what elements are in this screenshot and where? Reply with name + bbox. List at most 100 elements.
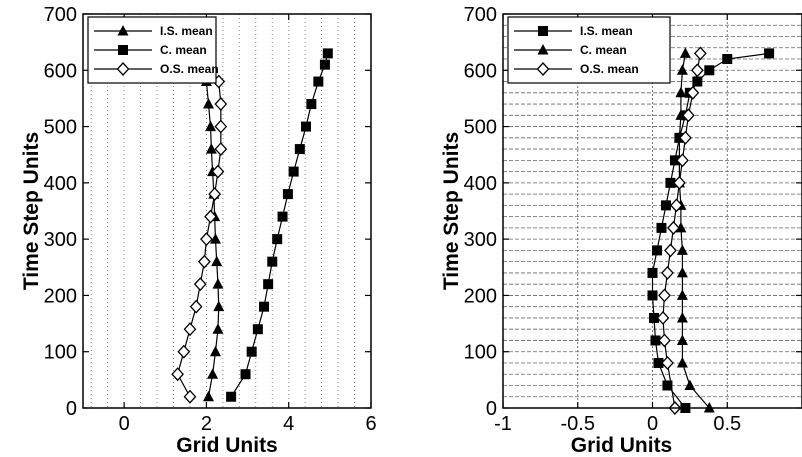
- data-point: [686, 85, 700, 100]
- data-point: [288, 166, 299, 177]
- series-o-s-mean: [171, 74, 228, 404]
- data-point: [209, 345, 221, 357]
- data-point: [676, 153, 689, 168]
- legend-marker: [118, 45, 128, 55]
- data-point: [226, 391, 237, 402]
- series-i-s-mean: [647, 48, 775, 413]
- chart-2: 0 100 200 300 400 500 600 700 -1 -0.5 0 0.5 Grid Uni…: [440, 4, 802, 457]
- data-point: [676, 356, 688, 368]
- data-point: [202, 390, 214, 402]
- data-point: [246, 346, 257, 357]
- data-point: [202, 98, 214, 109]
- data-point: [211, 164, 225, 179]
- y-tick-label: 600: [464, 60, 497, 82]
- data-point: [675, 221, 687, 233]
- x-tick-label: 0: [119, 413, 130, 435]
- data-point: [277, 211, 288, 222]
- legend-label: I.S. mean: [580, 24, 633, 38]
- data-point: [651, 245, 662, 256]
- data-point: [662, 380, 673, 391]
- legend-marker: [538, 26, 548, 36]
- data-point: [189, 299, 203, 314]
- data-point: [676, 334, 688, 345]
- data-point: [322, 48, 333, 59]
- legend-marker: [537, 44, 549, 55]
- y-axis-title: Time Step Units: [20, 132, 43, 290]
- data-point: [647, 290, 658, 301]
- data-point: [684, 379, 696, 390]
- data-point: [177, 344, 191, 359]
- data-point: [252, 324, 263, 335]
- data-point: [650, 335, 661, 346]
- x-tick-label: 0.5: [713, 413, 741, 435]
- data-point: [263, 279, 274, 290]
- legend: I.S. mean C. mean O.S. mean: [507, 16, 671, 84]
- data-point: [193, 277, 207, 292]
- y-tick-label: 200: [464, 285, 497, 307]
- legend-marker: [117, 25, 129, 36]
- data-point: [200, 232, 213, 247]
- legend-label: O.S. mean: [580, 62, 639, 76]
- legend-label: C. mean: [160, 43, 207, 57]
- data-point: [209, 233, 221, 244]
- data-point: [661, 265, 674, 280]
- legend-label: O.S. mean: [160, 62, 219, 76]
- series-c-mean: [673, 47, 715, 413]
- data-point: [208, 187, 222, 202]
- y-tick-label: 600: [44, 60, 77, 82]
- legend: I.S. mean C. mean O.S. mean: [87, 16, 219, 84]
- x-tick-label: 2: [201, 413, 212, 435]
- y-tick-label: 0: [486, 398, 497, 420]
- data-point: [205, 120, 217, 132]
- data-point: [676, 289, 688, 300]
- data-point: [675, 86, 687, 98]
- data-point: [211, 255, 223, 267]
- y-tick-label: 500: [464, 117, 497, 139]
- data-point: [282, 189, 293, 200]
- data-point: [670, 198, 683, 213]
- y-tick-label: 700: [464, 4, 497, 26]
- data-point: [667, 220, 680, 235]
- data-point: [259, 301, 270, 312]
- data-point: [294, 144, 305, 155]
- data-point: [647, 267, 658, 278]
- data-point: [212, 278, 224, 289]
- y-tick-label: 200: [44, 285, 77, 307]
- data-point: [183, 322, 197, 337]
- data-point: [205, 143, 217, 154]
- chart-1: 0 100 200 300 400 500 600 700 0 2 4 6 Grid Units Time…: [20, 4, 377, 457]
- data-point: [664, 243, 677, 258]
- data-point: [300, 121, 311, 132]
- y-tick-label: 700: [44, 4, 77, 26]
- grid: [503, 14, 802, 408]
- data-point: [656, 310, 670, 325]
- y-tick-label: 100: [44, 342, 77, 364]
- x-axis-title: Grid Units: [176, 434, 278, 457]
- data-point: [669, 155, 680, 166]
- y-tick-label: 0: [66, 398, 77, 420]
- y-tick-label: 400: [464, 173, 497, 195]
- y-axis-title: Time Step Units: [440, 132, 463, 290]
- x-tick-label: 6: [365, 413, 376, 435]
- x-tick-label: 0: [647, 413, 658, 435]
- data-point: [171, 367, 185, 382]
- data-point: [213, 300, 225, 312]
- data-point: [661, 356, 674, 370]
- data-point: [660, 200, 671, 211]
- data-point: [675, 109, 687, 120]
- data-point: [722, 54, 733, 65]
- data-point: [681, 108, 695, 123]
- series-c-mean: [226, 48, 333, 402]
- data-point: [658, 333, 671, 348]
- data-point: [306, 99, 317, 110]
- data-point: [313, 76, 324, 87]
- data-point: [183, 389, 197, 404]
- series-line: [662, 53, 701, 409]
- data-point: [207, 368, 219, 379]
- data-point: [690, 63, 704, 78]
- data-point: [653, 357, 664, 368]
- data-point: [676, 64, 688, 75]
- data-point: [204, 209, 217, 224]
- data-point: [240, 369, 251, 380]
- data-point: [679, 130, 692, 145]
